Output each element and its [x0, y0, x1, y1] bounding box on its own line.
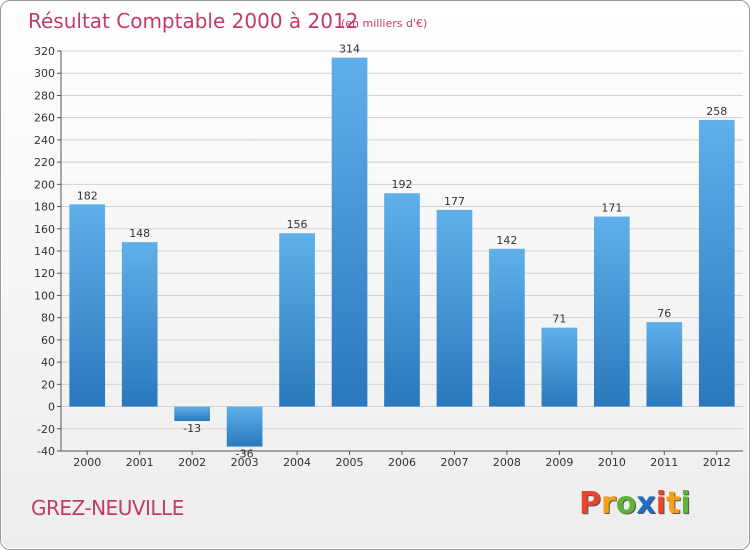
- x-tick-label: 2008: [493, 456, 521, 469]
- data-label-2003: -36: [236, 448, 254, 461]
- y-tick-label: 40: [41, 356, 55, 369]
- y-tick-label: 140: [34, 245, 55, 258]
- bar-2006: [384, 193, 420, 407]
- bar-2008: [489, 248, 525, 407]
- chart-title: Résultat Comptable 2000 à 2012: [28, 9, 358, 33]
- bar-2002: [174, 406, 210, 421]
- bar-2003: [226, 406, 263, 447]
- x-tick-label: 2006: [388, 456, 416, 469]
- y-tick-label: 320: [34, 45, 55, 58]
- x-tick-label: 2000: [73, 456, 101, 469]
- y-tick-label: 0: [48, 401, 55, 414]
- y-tick-label: 300: [34, 67, 55, 80]
- data-label-2010: 171: [601, 202, 622, 215]
- commune-name: GREZ-NEUVILLE: [31, 496, 184, 520]
- data-labels: 182 148 -13 -36 156 314 192 177 142 71 171 76 258: [77, 43, 728, 461]
- y-tick-label: 180: [34, 201, 55, 214]
- x-tick-label: 2002: [178, 456, 206, 469]
- x-tick-label: 2012: [703, 456, 731, 469]
- bar-2004: [279, 233, 315, 407]
- logo-letter: i: [655, 486, 667, 521]
- y-tick-label: 280: [34, 89, 55, 102]
- logo-letter: r: [601, 486, 616, 521]
- y-tick-label: 260: [34, 112, 55, 125]
- y-tick-label: 120: [34, 267, 55, 280]
- data-label-2012: 258: [706, 105, 727, 118]
- data-label-2011: 76: [657, 307, 671, 320]
- logo-letter: x: [636, 486, 656, 521]
- data-label-2004: 156: [287, 218, 308, 231]
- bar-2010: [594, 216, 630, 407]
- x-tick-label: 2004: [283, 456, 311, 469]
- y-tick-label: 100: [34, 289, 55, 302]
- y-tick-label: 220: [34, 156, 55, 169]
- x-tick-label: 2003: [231, 456, 259, 469]
- logo-letter: t: [666, 486, 681, 521]
- x-tick-label: 2010: [598, 456, 626, 469]
- data-label-2001: 148: [129, 227, 150, 240]
- y-tick-label: 60: [41, 334, 55, 347]
- y-tick-label: -20: [37, 423, 55, 436]
- x-tick-label: 2007: [440, 456, 468, 469]
- logo-letter: i: [680, 486, 691, 521]
- y-tick-label: 160: [34, 223, 55, 236]
- logo-letter: P: [579, 486, 601, 521]
- y-tick-label: -40: [37, 445, 55, 458]
- bar-2009: [541, 327, 578, 407]
- data-label-2006: 192: [392, 178, 413, 191]
- data-label-2000: 182: [77, 189, 98, 202]
- x-tick-label: 2009: [545, 456, 573, 469]
- bar-2007: [436, 209, 473, 407]
- logo-letter: o: [615, 486, 637, 521]
- data-label-2005: 314: [339, 43, 360, 56]
- chart-subtitle: (en milliers d'€): [341, 17, 427, 30]
- bar-2011: [646, 322, 683, 407]
- data-label-2008: 142: [496, 234, 517, 247]
- bar-2000: [69, 204, 106, 407]
- y-tick-label: 80: [41, 312, 55, 325]
- x-tick-label: 2011: [650, 456, 678, 469]
- y-tick-label: 200: [34, 178, 55, 191]
- bar-2012: [698, 119, 735, 407]
- x-axis-ticks: 2000 2001 2002 2003 2004 2005 2006 2007 2008 2009…: [73, 451, 731, 469]
- x-tick-label: 2005: [336, 456, 364, 469]
- y-tick-label: 20: [41, 378, 55, 391]
- y-axis-ticks: -40 -20 0 20 40 60 80 100 120 140 160 180 200 220 240 2…: [34, 45, 61, 458]
- data-label-2002: -13: [183, 422, 201, 435]
- x-tick-label: 2001: [126, 456, 154, 469]
- data-label-2007: 177: [444, 195, 465, 208]
- data-label-2009: 71: [552, 313, 566, 326]
- proxiti-logo: Proxiti: [579, 486, 691, 521]
- bars: [69, 57, 735, 447]
- bar-2001: [121, 242, 158, 407]
- bar-2005: [331, 57, 368, 407]
- y-tick-label: 240: [34, 134, 55, 147]
